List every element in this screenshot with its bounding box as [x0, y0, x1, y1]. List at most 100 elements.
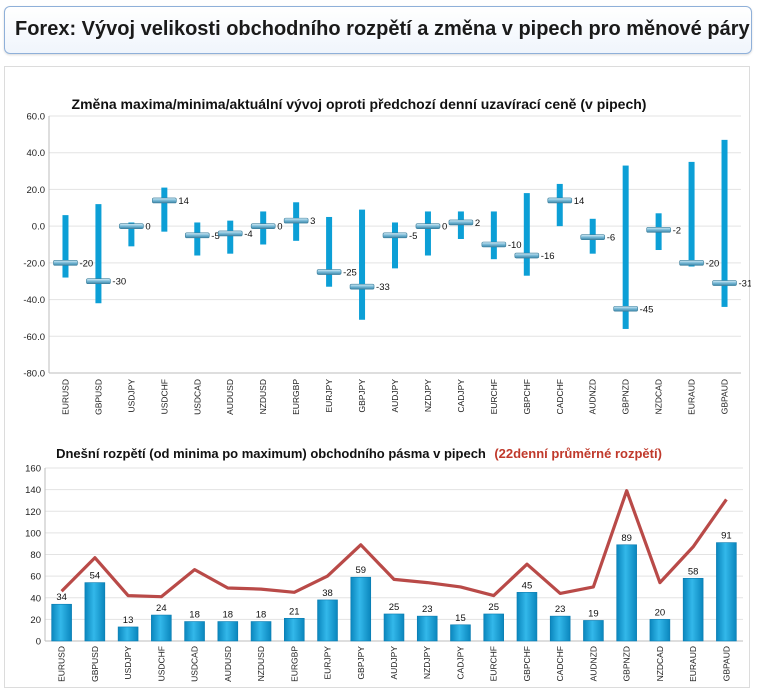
- chart1-category-label: CADJPY: [456, 379, 466, 413]
- chart2-category-label: EURJPY: [323, 646, 333, 680]
- chart1-category-label: EURCHF: [489, 379, 499, 414]
- chart1-current-marker: [448, 219, 474, 226]
- chart1-current-marker: [152, 197, 177, 204]
- chart1-category-label: NZDJPY: [423, 379, 433, 412]
- chart2-bar: [217, 621, 239, 642]
- chart1-y-tick-label: 20.0: [27, 185, 46, 196]
- chart1-current-marker: [86, 278, 111, 285]
- chart1-current-marker: [250, 223, 276, 229]
- chart1-data-label: 3: [310, 216, 315, 227]
- chart1-category-label: NZDCAD: [654, 379, 664, 414]
- chart2-y-tick-label: 80: [30, 550, 41, 561]
- chart1-range-bar: [424, 211, 431, 256]
- chart2-category-label: USDCAD: [190, 646, 200, 682]
- chart2-bar: [682, 577, 704, 642]
- chart2-bar: [84, 582, 106, 642]
- chart1-current-marker: [184, 232, 210, 239]
- chart1-range-bar: [392, 222, 398, 269]
- chart2-y-tick-label: 120: [25, 507, 41, 518]
- chart2-data-label: 24: [156, 603, 167, 614]
- chart2-bar: [284, 617, 305, 642]
- chart2-data-label: 38: [322, 588, 333, 599]
- chart2-bar: [317, 599, 338, 642]
- chart2-data-label: 58: [688, 566, 699, 577]
- chart1-category-label: USDCHF: [159, 379, 169, 414]
- chart1-range-bar: [688, 161, 695, 267]
- chart1-category-label: EURUSD: [60, 379, 70, 415]
- chart1-y-tick-label: -80.0: [23, 369, 45, 380]
- chart2-bar: [616, 544, 637, 642]
- chart2-category-label: NZDJPY: [422, 646, 432, 679]
- chart1-current-marker: [481, 241, 507, 248]
- chart2-data-label: 19: [588, 608, 599, 619]
- chart1-current-marker: [580, 234, 606, 240]
- chart1-data-label: -31: [739, 279, 751, 290]
- chart2-data-label: 18: [256, 610, 267, 621]
- chart2-bar: [117, 626, 139, 642]
- chart2-category-label: EURAUD: [688, 646, 698, 682]
- chart1-current-marker: [646, 227, 671, 233]
- chart1-category-label: USDCAD: [192, 379, 202, 415]
- chart2-data-label: 18: [223, 610, 234, 621]
- chart1-data-label: -45: [640, 304, 654, 315]
- chart1-y-tick-label: 60.0: [27, 112, 46, 123]
- chart2-category-label: USDCHF: [156, 646, 166, 681]
- chart1-category-label: NZDUSD: [258, 379, 268, 414]
- chart2-category-label: EURUSD: [57, 646, 67, 682]
- chart2-data-label: 59: [355, 565, 366, 576]
- chart1-category-label: EURAUD: [687, 379, 697, 415]
- chart1-category-label: GBPJPY: [357, 379, 367, 413]
- chart1-data-label: -16: [541, 251, 555, 262]
- chart1-range-bar: [95, 204, 102, 304]
- chart1-y-tick-label: -20.0: [23, 258, 45, 269]
- chart2-data-label: 23: [555, 604, 566, 615]
- chart1-data-label: 14: [178, 196, 189, 207]
- chart1-current-marker: [613, 305, 638, 312]
- chart2-category-label: CADJPY: [455, 646, 465, 680]
- chart2-data-label: 23: [422, 604, 433, 615]
- chart2-y-tick-label: 160: [25, 464, 41, 475]
- chart1-data-label: 2: [475, 218, 480, 229]
- chart2-category-label: GBPNZD: [622, 646, 632, 681]
- chart1-category-label: CADCHF: [555, 379, 565, 414]
- charts-panel: Změna maxima/minima/aktuální vývoj oprot…: [4, 66, 751, 688]
- chart1-data-label: -25: [343, 268, 357, 279]
- chart2-bar: [649, 619, 671, 642]
- chart2-category-label: AUDUSD: [223, 646, 233, 682]
- chart1-current-marker: [53, 260, 78, 266]
- chart1-range-bar: [161, 187, 168, 232]
- chart2-bar: [151, 614, 172, 642]
- chart1-data-label: -4: [244, 229, 252, 240]
- chart2-title-main: Dnešní rozpětí (od minima po maximum) ob…: [56, 446, 486, 461]
- chart1-current-marker: [712, 280, 737, 286]
- chart2-data-label: 45: [522, 580, 533, 591]
- charts-svg: Změna maxima/minima/aktuální vývoj oprot…: [23, 96, 751, 682]
- chart1-current-marker: [679, 260, 704, 266]
- chart2-bar: [583, 620, 604, 642]
- chart2-category-label: GBPAUD: [721, 646, 731, 681]
- chart2-y-tick-label: 100: [25, 528, 41, 539]
- chart2-y-tick-label: 0: [36, 637, 41, 648]
- chart1-data-label: -20: [706, 258, 720, 269]
- chart2-category-label: GBPCHF: [522, 646, 532, 681]
- chart1-current-marker: [382, 232, 408, 239]
- chart1-category-label: GBPAUD: [720, 379, 730, 414]
- chart1-current-marker: [547, 197, 573, 204]
- chart2-title-highlight: (22denní průměrné rozpětí): [494, 446, 662, 461]
- chart2-bar: [416, 615, 438, 642]
- chart2-data-label: 89: [621, 533, 632, 544]
- chart2-category-label: AUDJPY: [389, 646, 399, 680]
- chart1-range-bar: [556, 183, 563, 227]
- chart1-y-tick-label: 0.0: [32, 222, 45, 233]
- chart1-data-label: -20: [79, 258, 93, 269]
- chart2-category-label: EURCHF: [489, 646, 499, 681]
- chart2-category-label: NZDUSD: [256, 646, 266, 681]
- chart2-bar: [350, 576, 372, 642]
- chart1-range-bar: [490, 211, 497, 260]
- chart2-bar: [51, 603, 72, 642]
- chart1-category-label: GBPNZD: [621, 379, 631, 414]
- chart1-range-bar: [359, 209, 366, 320]
- chart1-range-bar: [326, 216, 333, 287]
- chart1-range-bar: [62, 215, 69, 278]
- chart2-bar: [383, 613, 405, 642]
